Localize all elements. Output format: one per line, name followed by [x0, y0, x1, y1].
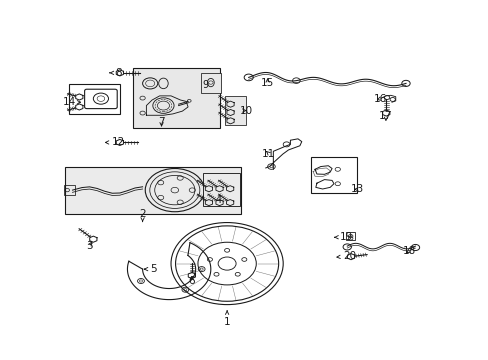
Text: 17: 17 — [379, 111, 392, 121]
Text: 13: 13 — [350, 184, 364, 194]
Text: 9: 9 — [202, 80, 208, 90]
Text: 18: 18 — [402, 246, 416, 256]
Text: 16: 16 — [373, 94, 386, 104]
Text: 7: 7 — [158, 117, 164, 127]
FancyBboxPatch shape — [224, 96, 245, 125]
Text: 15: 15 — [261, 78, 274, 88]
Text: 20: 20 — [336, 251, 356, 261]
Text: 10: 10 — [239, 105, 252, 116]
Text: 14: 14 — [63, 97, 81, 107]
FancyBboxPatch shape — [133, 68, 220, 128]
Text: 6: 6 — [188, 276, 195, 286]
FancyBboxPatch shape — [200, 73, 221, 93]
Text: 1: 1 — [224, 311, 230, 327]
Text: 2: 2 — [139, 209, 145, 221]
FancyBboxPatch shape — [65, 167, 241, 214]
Text: 8: 8 — [110, 68, 122, 78]
Text: 4: 4 — [215, 194, 221, 204]
Text: 3: 3 — [86, 240, 93, 251]
FancyBboxPatch shape — [203, 173, 240, 206]
Text: 5: 5 — [144, 264, 157, 274]
Text: 11: 11 — [262, 149, 275, 158]
Text: 19: 19 — [334, 232, 353, 242]
Text: 12: 12 — [105, 138, 125, 148]
